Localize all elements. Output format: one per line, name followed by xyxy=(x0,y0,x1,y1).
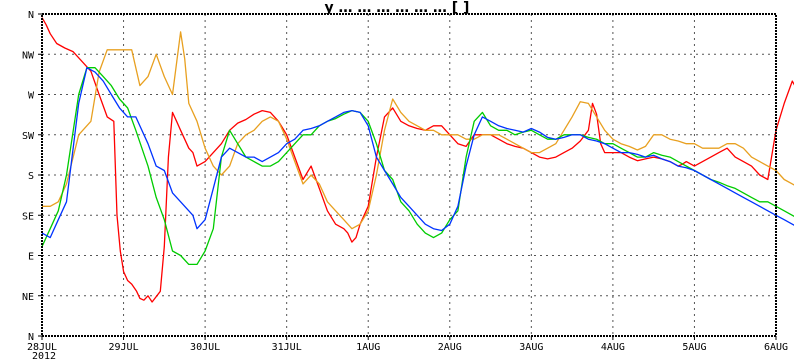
x-year-label: 2012 xyxy=(32,351,56,362)
y-tick-label: S xyxy=(28,171,34,182)
x-tick-label: 28JUL xyxy=(27,342,57,353)
x-tick-label: 31JUL xyxy=(272,342,302,353)
y-tick-label: N xyxy=(28,332,34,343)
series-line-1 xyxy=(41,17,794,303)
y-tick-label: N xyxy=(28,10,34,21)
series-group xyxy=(41,17,794,303)
x-axis-ticks: 28JUL 29JUL 30JUL 31JUL 1AUG 2AUG 3AUG 4AUG 5AUG… xyxy=(27,336,788,353)
series-line-2 xyxy=(42,31,794,230)
series-line-4 xyxy=(41,67,794,239)
x-tick-label: 30JUL xyxy=(190,342,220,353)
chart-title: y … … … … … … [ ] xyxy=(325,0,470,16)
y-tick-label: SE xyxy=(22,211,34,222)
y-tick-label: E xyxy=(28,252,34,263)
grid xyxy=(42,14,776,336)
x-tick-label: 5AUG xyxy=(682,342,706,353)
y-tick-label: W xyxy=(28,91,35,102)
x-tick-label: 2AUG xyxy=(438,342,462,353)
y-tick-label: NW xyxy=(22,50,35,61)
x-tick-label: 4AUG xyxy=(601,342,625,353)
x-tick-label: 29JUL xyxy=(109,342,139,353)
x-tick-label: 6AUG xyxy=(764,342,788,353)
y-tick-label: SW xyxy=(22,131,35,142)
y-axis-ticks: N NE E SE S SW W NW N xyxy=(22,10,42,343)
y-tick-label: NE xyxy=(22,292,34,303)
x-tick-label: 1AUG xyxy=(356,342,380,353)
x-tick-label: 3AUG xyxy=(519,342,543,353)
